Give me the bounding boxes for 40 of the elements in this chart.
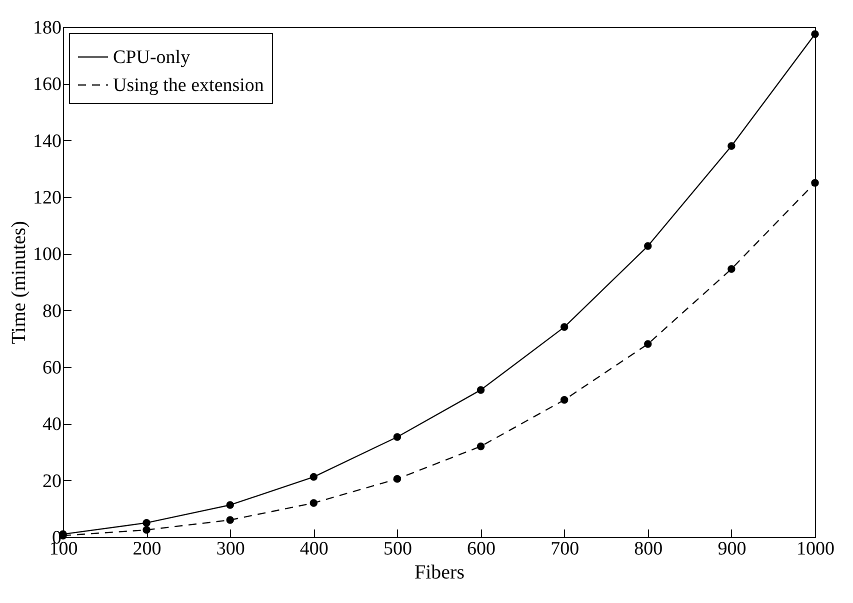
point [728, 265, 736, 273]
x-tick-label: 900 [718, 538, 746, 560]
x-tick-label: 200 [132, 538, 162, 560]
x-tick-label: 1000 [796, 538, 834, 560]
x-tick-label: 700 [550, 538, 580, 560]
y-tick-label: 20 [42, 470, 62, 492]
y-tick-label: 100 [33, 244, 62, 266]
point [310, 499, 318, 507]
point [226, 516, 234, 524]
point [310, 473, 318, 481]
y-tick-label: 180 [33, 18, 62, 38]
y-tick-label: 80 [42, 300, 62, 322]
y-axis-title: Time (minutes) [8, 220, 30, 344]
y-tick-label: 140 [33, 130, 62, 152]
legend-label: Using the extension [113, 75, 264, 96]
x-axis-title: Fibers [414, 562, 465, 584]
point [644, 340, 652, 348]
point [393, 475, 402, 483]
y-tick-label: 60 [42, 358, 62, 378]
x-tick-label: 800 [634, 538, 663, 560]
point [476, 386, 485, 394]
point [728, 142, 736, 150]
point [560, 396, 568, 404]
legend-label: CPU-only [113, 47, 191, 68]
point [811, 178, 819, 187]
point [644, 242, 652, 250]
point [560, 323, 568, 331]
x-tick-label: 400 [300, 538, 328, 560]
y-tick-label: 160 [33, 74, 62, 96]
x-tick-label: 600 [467, 538, 496, 560]
y-tick-label: 40 [42, 414, 62, 436]
point [226, 501, 234, 509]
point [142, 526, 150, 534]
point [142, 518, 150, 527]
point [476, 442, 485, 450]
x-tick-label: 500 [383, 538, 412, 560]
y-tick-label: 120 [33, 188, 62, 208]
point [811, 30, 819, 38]
x-tick-label: 300 [216, 538, 245, 560]
point [393, 433, 402, 441]
